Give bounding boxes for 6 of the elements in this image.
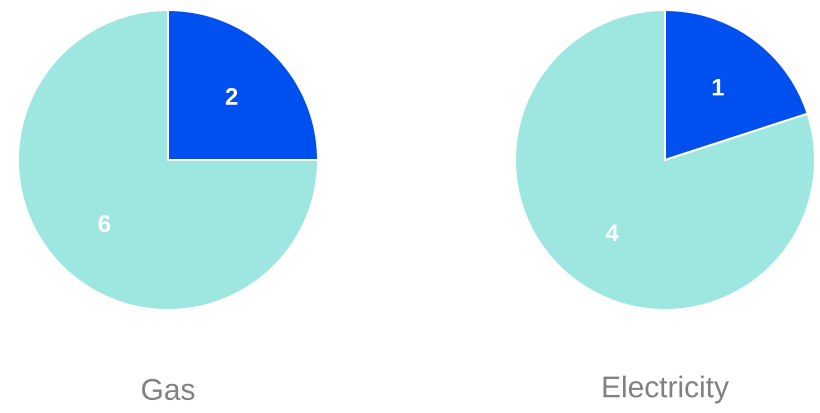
data-label: 1 [712,78,724,96]
text: Electricity [604,376,729,404]
data-label: 2 [226,88,238,105]
text: Gas [142,378,194,400]
data-label: 4 [606,224,619,242]
data-label: 6 [98,215,110,232]
